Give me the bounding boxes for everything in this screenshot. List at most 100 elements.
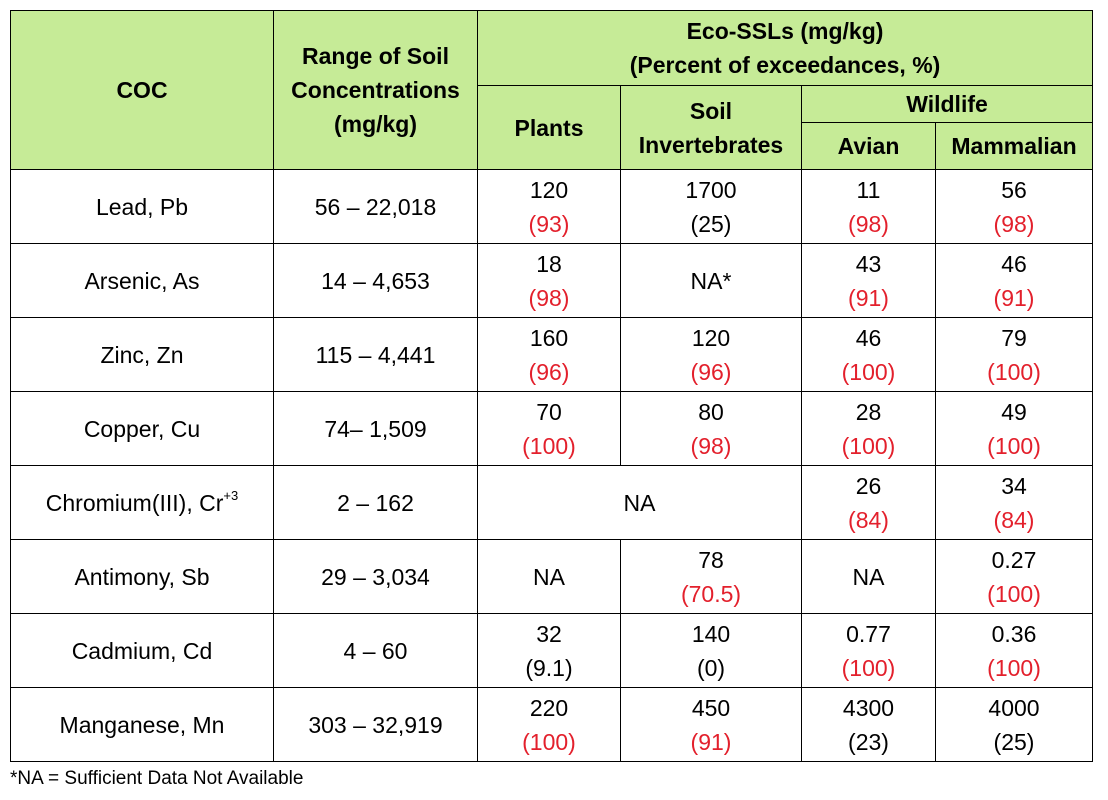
exceedance-percent: (100)	[522, 728, 576, 755]
range-cell: 115 – 4,441	[273, 317, 478, 392]
coc-cell: Cadmium, Cd	[10, 613, 274, 688]
soil-invertebrates-cell: 450 (91)	[620, 687, 802, 762]
range-cell: 74– 1,509	[273, 391, 478, 466]
header-wildlife: Wildlife	[800, 85, 1094, 123]
header-range: Range of Soil Concentrations (mg/kg)	[273, 10, 478, 170]
soil-invertebrates-cell: 140 (0)	[620, 613, 802, 688]
table-row: Zinc, Zn 115 – 4,441 160 (96) 120 (96) 46 (100)…	[10, 317, 1094, 392]
avian-cell: NA	[801, 539, 936, 614]
exceedance-percent: (100)	[841, 654, 896, 681]
mammalian-cell: 46 (91)	[934, 243, 1094, 318]
mammalian-cell: 56 (98)	[934, 169, 1094, 244]
eco-ssl-value: 0.27	[991, 546, 1037, 573]
eco-ssl-value: 4000	[988, 694, 1040, 721]
eco-ssl-value: 46	[1001, 250, 1027, 277]
table-row: Antimony, Sb 29 – 3,034 NA 78 (70.5) NA 0.27 (1…	[10, 539, 1094, 614]
mammalian-cell: 49 (100)	[934, 391, 1094, 466]
exceedance-percent: (91)	[848, 284, 889, 311]
table-body: Lead, Pb 56 – 22,018 120 (93) 1700 (25) 11 (98)…	[10, 169, 1094, 762]
exceedance-percent: (96)	[690, 358, 732, 385]
table-row: Cadmium, Cd 4 – 60 32 (9.1) 140 (0) 0.77 (100) 0…	[10, 613, 1094, 688]
eco-ssl-value: 450	[691, 694, 731, 721]
plants-cell: 70 (100)	[477, 391, 621, 466]
exceedance-percent: (100)	[987, 358, 1041, 385]
soil-invertebrates-cell: 78 (70.5)	[620, 539, 802, 614]
eco-ssl-value: 56	[1001, 176, 1027, 203]
eco-ssl-value: 46	[855, 324, 882, 351]
avian-cell: 0.77 (100)	[801, 613, 936, 688]
exceedance-percent: (70.5)	[680, 580, 742, 607]
range-cell: 2 – 162	[273, 465, 478, 540]
header-eco-ssls: Eco-SSLs (mg/kg) (Percent of exceedances…	[476, 10, 1094, 86]
exceedance-percent: (91)	[690, 728, 732, 755]
exceedance-percent: (100)	[841, 358, 896, 385]
eco-ssl-value: 49	[1001, 398, 1027, 425]
eco-ssl-value: 140	[691, 620, 731, 647]
soil-invertebrates-cell: NA*	[620, 243, 802, 318]
plants-cell: 160 (96)	[477, 317, 621, 392]
range-cell: 303 – 32,919	[273, 687, 478, 762]
charge-superscript: +3	[223, 487, 239, 503]
range-cell: 14 – 4,653	[273, 243, 478, 318]
header-mammalian: Mammalian	[934, 122, 1094, 170]
table-row: Arsenic, As 14 – 4,653 18 (98) NA* 43 (91) 46 (9…	[10, 243, 1094, 318]
eco-ssl-value: 28	[855, 398, 882, 425]
eco-ssl-value: 78	[698, 546, 724, 573]
exceedance-percent: (98)	[528, 284, 570, 311]
exceedance-percent: (84)	[848, 506, 889, 533]
eco-ssl-value: 80	[698, 398, 724, 425]
eco-ssl-value: 26	[855, 472, 882, 499]
exceedance-percent: (9.1)	[525, 654, 573, 681]
soil-invertebrates-cell: 80 (98)	[620, 391, 802, 466]
exceedance-percent: (98)	[690, 432, 732, 459]
mammalian-cell: 4000 (25)	[934, 687, 1094, 762]
plants-cell: 32 (9.1)	[477, 613, 621, 688]
plants-cell: 18 (98)	[477, 243, 621, 318]
eco-ssl-value: 18	[536, 250, 562, 277]
plants-cell: NA	[477, 539, 621, 614]
range-cell: 4 – 60	[273, 613, 478, 688]
mammalian-cell: 0.36 (100)	[934, 613, 1094, 688]
eco-ssl-value: 160	[529, 324, 569, 351]
header-coc: COC	[10, 10, 274, 170]
eco-ssl-value: NA*	[690, 267, 732, 294]
avian-cell: 46 (100)	[801, 317, 936, 392]
avian-cell: 11 (98)	[801, 169, 936, 244]
eco-ssl-value: 32	[536, 620, 562, 647]
exceedance-percent: (84)	[993, 506, 1035, 533]
eco-ssl-value: 79	[1001, 324, 1027, 351]
eco-ssl-table: COC Range of Soil Concentrations (mg/kg)…	[10, 10, 1094, 762]
mammalian-cell: 79 (100)	[934, 317, 1094, 392]
soil-invertebrates-cell: 120 (96)	[620, 317, 802, 392]
eco-ssl-value: 220	[529, 694, 569, 721]
header-plants: Plants	[477, 85, 621, 170]
table-row: Manganese, Mn 303 – 32,919 220 (100) 450 (91)…	[10, 687, 1094, 762]
eco-ssl-value: NA	[852, 563, 885, 590]
eco-ssl-value: 120	[691, 324, 731, 351]
exceedance-percent: (98)	[993, 210, 1035, 237]
eco-ssl-value: 1700	[685, 176, 737, 203]
header-avian: Avian	[801, 122, 936, 170]
coc-cell: Zinc, Zn	[10, 317, 274, 392]
exceedance-percent: (100)	[987, 654, 1041, 681]
exceedance-percent: (93)	[528, 210, 570, 237]
eco-ssl-value: 11	[856, 176, 881, 203]
eco-ssl-value: 34	[1001, 472, 1027, 499]
range-cell: 56 – 22,018	[273, 169, 478, 244]
exceedance-percent: (100)	[987, 580, 1041, 607]
exceedance-percent: (98)	[848, 210, 889, 237]
exceedance-percent: (100)	[841, 432, 896, 459]
coc-cell: Antimony, Sb	[10, 539, 274, 614]
coc-cell: Copper, Cu	[10, 391, 274, 466]
mammalian-cell: 0.27 (100)	[934, 539, 1094, 614]
eco-ssl-value: 0.36	[991, 620, 1037, 647]
eco-ssl-value: 0.77	[846, 620, 891, 647]
table-row: Lead, Pb 56 – 22,018 120 (93) 1700 (25) 11 (98)…	[10, 169, 1094, 244]
avian-cell: 43 (91)	[801, 243, 936, 318]
avian-cell: 28 (100)	[801, 391, 936, 466]
avian-cell: 26 (84)	[801, 465, 936, 540]
range-cell: 29 – 3,034	[273, 539, 478, 614]
mammalian-cell: 34 (84)	[934, 465, 1094, 540]
plants-cell: 220 (100)	[477, 687, 621, 762]
table-row: Copper, Cu 74– 1,509 70 (100) 80 (98) 28 (100) 4…	[10, 391, 1094, 466]
